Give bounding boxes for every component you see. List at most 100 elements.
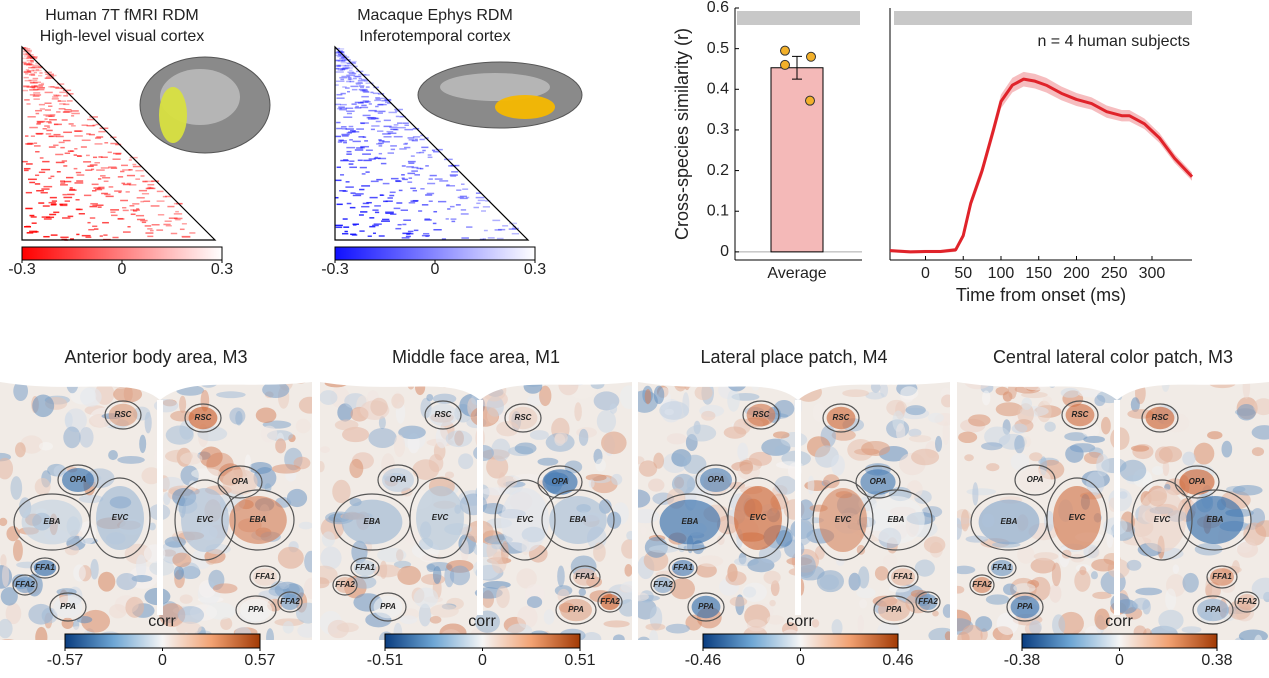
colorbar-label: corr	[148, 613, 176, 630]
rdm-cell	[336, 48, 345, 50]
rdm-cell	[78, 213, 85, 215]
rdm-cell	[132, 203, 140, 205]
rdm-cell	[375, 105, 379, 108]
roi-label: FFA1	[35, 563, 55, 572]
rdm-cell	[337, 69, 344, 71]
rdm-cell	[135, 169, 144, 172]
rdm-cell	[23, 53, 31, 55]
rdm-cell	[355, 105, 359, 108]
rdm-cell	[30, 86, 39, 88]
map-patch	[13, 381, 29, 401]
rdm-cell	[29, 64, 34, 66]
map-patch	[911, 448, 940, 466]
roi-activation	[1010, 595, 1040, 619]
rdm-cell	[364, 140, 369, 142]
map-patch	[337, 403, 353, 422]
rdm-cell	[408, 202, 416, 204]
rdm-cell	[38, 171, 46, 174]
rdm-cell	[149, 229, 154, 232]
rdm-cell	[407, 137, 415, 139]
map-patch	[419, 550, 439, 563]
rdm-cell	[335, 135, 341, 138]
map-patch	[811, 619, 820, 628]
rdm-cell	[393, 135, 403, 138]
rdm-cell	[29, 230, 38, 233]
rdm-cell	[346, 150, 352, 153]
rdm-cell	[362, 153, 371, 155]
roi-outline	[494, 479, 556, 561]
map-patch	[1094, 608, 1110, 630]
map-patch	[98, 571, 116, 592]
map-patch	[1154, 446, 1173, 464]
rdm-cell	[26, 59, 33, 62]
rdm-cell	[359, 166, 367, 169]
rdm-cell	[339, 140, 347, 142]
rdm-cell	[33, 64, 39, 67]
map-patch	[944, 631, 950, 641]
rdm-cell	[339, 108, 347, 111]
rdm-cell	[338, 106, 345, 108]
map-patch	[165, 425, 194, 445]
rdm-cell	[132, 165, 142, 168]
roi-label: EBA	[44, 517, 61, 526]
rdm-cell	[53, 133, 61, 136]
roi-activation	[416, 486, 464, 550]
error-band	[890, 71, 1192, 254]
rdm-cell	[104, 142, 109, 144]
map-patch	[682, 392, 690, 417]
rdm-cell	[358, 77, 362, 80]
rdm-cell	[373, 157, 381, 160]
rdm-cell	[74, 182, 84, 184]
rdm-cell	[335, 54, 342, 57]
map-patch	[957, 565, 976, 575]
map-patch	[1014, 435, 1025, 454]
rdm-cell	[375, 117, 379, 120]
rdm-cell	[27, 116, 36, 118]
roi-label: FFA2	[1237, 597, 1257, 606]
rdm-cell	[511, 232, 520, 235]
colorbar-label: corr	[468, 613, 496, 630]
rdm-cell	[60, 146, 65, 149]
rdm-cell	[394, 110, 401, 112]
rdm-title: Macaque Ephys RDM	[357, 7, 513, 24]
map-patch	[564, 460, 583, 474]
map-patch	[391, 393, 405, 409]
rdm-cell	[122, 231, 131, 233]
rdm-cell	[461, 237, 469, 239]
roi-label: FFA2	[653, 580, 673, 589]
roi-outline	[409, 477, 471, 559]
rdm-cell	[23, 71, 32, 74]
rdm-cell	[380, 97, 387, 100]
rdm-cell	[42, 128, 47, 130]
rdm-cell	[38, 87, 45, 89]
roi-activation	[15, 577, 35, 593]
map-patch	[327, 619, 349, 639]
rdm-cell	[147, 235, 154, 238]
roi-outline	[855, 465, 901, 499]
rdm-cell	[421, 234, 430, 237]
rdm-cell	[432, 222, 437, 225]
map-patch	[595, 458, 606, 472]
map-patch	[554, 432, 568, 444]
roi-outline	[104, 400, 142, 430]
roi-label: PPA	[248, 605, 264, 614]
rdm-cell	[337, 50, 343, 52]
rdm-cell	[348, 72, 357, 75]
map-patch	[928, 627, 950, 644]
roi-activation	[108, 403, 138, 427]
roi-activation	[53, 595, 83, 619]
rdm-cell	[363, 159, 372, 162]
map-patch	[603, 620, 630, 628]
rdm-cell	[29, 89, 38, 91]
rdm-cell	[36, 122, 42, 124]
roi-outline	[969, 574, 995, 596]
rdm-cell	[71, 125, 76, 127]
rdm-cell	[338, 53, 345, 56]
rdm-cell	[38, 66, 43, 68]
rdm-cell	[69, 189, 77, 191]
rdm-cell	[175, 218, 181, 221]
map-patch	[790, 521, 813, 546]
map-patch	[491, 438, 511, 462]
rdm-cell	[129, 156, 138, 159]
rdm-cell	[30, 61, 34, 64]
